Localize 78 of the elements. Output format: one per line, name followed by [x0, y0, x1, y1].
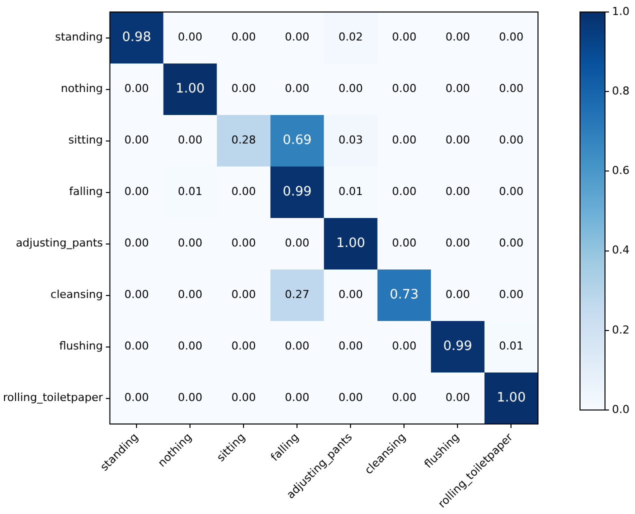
data-label: 0.00: [392, 391, 416, 404]
y-tick-label: adjusting_pants: [16, 236, 104, 250]
data-label: 0.00: [124, 134, 149, 147]
color-bar-label: 1.0: [612, 4, 630, 18]
data-label: 0.00: [498, 288, 524, 302]
data-label: 0.27: [284, 288, 310, 302]
data-label: 0.00: [124, 236, 149, 250]
data-label: 0.00: [178, 236, 202, 250]
data-label: 0.00: [231, 82, 256, 96]
data-label: 0.00: [231, 30, 256, 44]
color-bar-label: 0.8: [612, 84, 630, 98]
data-label: 0.00: [124, 82, 149, 96]
data-label: 1.00: [496, 390, 526, 406]
data-label: 0.00: [445, 82, 470, 96]
y-tick-label: cleansing: [50, 288, 103, 302]
data-label: 0.00: [392, 82, 416, 96]
data-label: 0.00: [124, 340, 149, 353]
data-label: 0.00: [231, 288, 256, 302]
data-label: 0.00: [178, 30, 202, 44]
data-label: 0.02: [338, 30, 363, 44]
data-label: 0.00: [392, 185, 416, 198]
color-bar-label: 0.6: [612, 164, 630, 178]
data-label: 0.00: [178, 340, 202, 353]
data-label: 0.00: [392, 30, 416, 44]
y-tick-label: rolling_toiletpaper: [2, 391, 104, 404]
data-label: 0.01: [338, 185, 363, 198]
y-tick-label: nothing: [60, 82, 103, 96]
data-label: 0.00: [124, 185, 149, 198]
y-tick-label: sitting: [68, 134, 103, 147]
data-label: 0.00: [338, 391, 363, 404]
data-label: 0.00: [338, 288, 363, 302]
data-label: 0.00: [445, 288, 470, 302]
data-label: 0.00: [498, 82, 524, 96]
color-bar-label: 0.0: [612, 402, 630, 416]
color-bar-label: 0.4: [612, 244, 630, 257]
data-label: 0.00: [445, 185, 470, 198]
data-label: 0.00: [445, 134, 470, 147]
data-label: 0.03: [338, 134, 363, 147]
data-label: 0.00: [392, 236, 416, 250]
data-label: 0.00: [124, 288, 149, 302]
y-tick-label: standing: [55, 30, 103, 44]
data-label: 0.00: [498, 236, 524, 250]
y-tick-label: flushing: [59, 340, 103, 353]
data-label: 0.00: [231, 340, 256, 353]
data-label: 0.00: [284, 30, 310, 44]
data-label: 0.73: [390, 288, 419, 303]
data-label: 0.00: [284, 236, 310, 250]
data-label: 0.00: [338, 82, 363, 96]
color-bar-label: 0.2: [612, 323, 630, 336]
data-label: 0.00: [392, 134, 416, 147]
data-label: 0.00: [498, 30, 524, 44]
data-label: 0.00: [498, 185, 524, 198]
data-label: 0.00: [124, 391, 149, 404]
data-label: 1.00: [336, 236, 366, 252]
data-label: 0.00: [231, 185, 256, 198]
data-label: 0.00: [231, 236, 256, 250]
data-label: 0.00: [445, 391, 470, 404]
data-label: 0.00: [338, 340, 363, 353]
data-label: 0.00: [178, 288, 202, 302]
data-label: 0.99: [443, 339, 472, 354]
data-label: 0.00: [231, 391, 256, 404]
data-label: 0.00: [284, 82, 310, 96]
data-label: 0.00: [392, 340, 416, 353]
data-label: 0.28: [231, 134, 256, 147]
data-label: 0.00: [178, 391, 202, 404]
data-label: 0.00: [284, 340, 310, 353]
y-tick-label: falling: [69, 185, 103, 198]
data-label: 0.01: [178, 185, 202, 198]
data-label: 0.00: [284, 391, 310, 404]
data-label: 0.00: [445, 30, 470, 44]
data-label: 0.99: [282, 184, 312, 200]
data-label: 1.00: [176, 82, 205, 97]
data-label: 0.00: [178, 134, 202, 147]
data-label: 0.98: [122, 30, 152, 46]
data-label: 0.00: [445, 236, 470, 250]
data-label: 0.69: [282, 133, 312, 148]
data-label: 0.01: [498, 340, 524, 353]
data-label: 0.00: [498, 134, 524, 147]
